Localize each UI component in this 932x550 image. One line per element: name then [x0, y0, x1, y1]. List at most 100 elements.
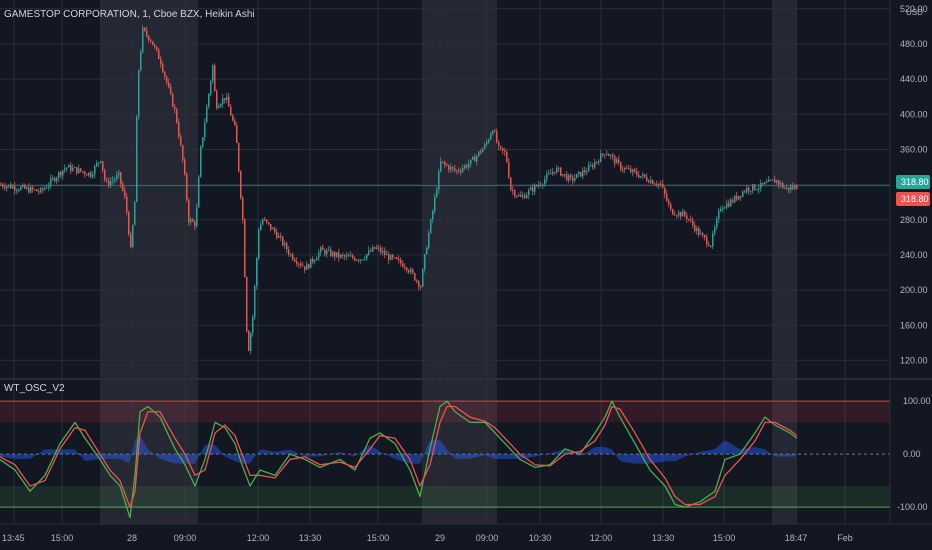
candle-body [626, 167, 628, 169]
candle-body [328, 249, 330, 251]
candle-body [186, 174, 188, 200]
candle-body [762, 182, 764, 185]
time-tick-label: 12:00 [590, 533, 613, 543]
candle-body [422, 269, 424, 287]
candle-body [612, 155, 614, 157]
candle-body [640, 175, 642, 178]
candle-body [570, 175, 572, 178]
candle-body [366, 254, 368, 259]
candle-body [630, 168, 632, 173]
candle-body [292, 254, 294, 260]
candle-body [52, 178, 54, 180]
candle-body [90, 172, 92, 177]
candle-body [596, 161, 598, 163]
price-axis-currency: USD [906, 8, 923, 17]
candle-body [696, 228, 698, 231]
candle-body [582, 170, 584, 177]
oscillator-axis-ticks[interactable]: 100.00 0.00 -100.00 [897, 396, 931, 512]
candle-body [204, 122, 206, 138]
candle-body [400, 259, 402, 264]
candle-body [210, 81, 212, 94]
candle-body [222, 98, 224, 104]
candle-body [402, 263, 404, 267]
candle-body [118, 172, 120, 176]
candle-body [102, 161, 104, 171]
candle-body [572, 177, 574, 181]
candle-body [684, 211, 686, 216]
candle-body [26, 187, 28, 189]
candle-body [148, 35, 150, 41]
candle-body [368, 250, 370, 255]
candle-body [484, 144, 486, 149]
candle-body [108, 181, 110, 186]
candle-body [112, 180, 114, 182]
price-tick-label: 280.00 [900, 215, 928, 225]
price-tick-label: 520.00 [900, 4, 928, 14]
candle-body [466, 165, 468, 168]
oscillator-lines[interactable] [0, 400, 798, 519]
candle-body [536, 185, 538, 187]
candle-body [314, 260, 316, 262]
candle-body [192, 219, 194, 222]
candle-body [136, 116, 138, 202]
candle-body [38, 191, 40, 193]
candle-body [742, 191, 744, 197]
time-axis-ticks[interactable]: 13:45 15:00 28 09:00 12:00 13:30 15:00 29 09:00 1… [2, 533, 853, 543]
candle-body [86, 174, 88, 176]
candle-body [14, 186, 16, 191]
wt1-line [0, 400, 798, 519]
candle-body [518, 194, 520, 197]
candle-body [456, 170, 458, 172]
candle-body [522, 195, 524, 197]
candle-body [8, 184, 10, 187]
candle-body [620, 162, 622, 170]
candle-body [154, 45, 156, 47]
candle-body [28, 187, 30, 193]
candle-body [780, 183, 782, 185]
candle-body [240, 171, 242, 198]
candle-body [794, 185, 796, 189]
candle-body [30, 187, 32, 193]
candle-body [750, 191, 752, 193]
candle-body [458, 170, 460, 172]
candle-body [220, 103, 222, 107]
candle-body [178, 122, 180, 137]
candle-body [338, 252, 340, 258]
candle-body [138, 70, 140, 117]
candle-body [562, 174, 564, 176]
candle-body [180, 136, 182, 146]
candle-body [576, 173, 578, 179]
candle-body [170, 86, 172, 94]
candle-body [674, 214, 676, 216]
candle-body [158, 49, 160, 60]
candle-body [44, 188, 46, 190]
candle-body [290, 254, 292, 256]
candle-body [432, 210, 434, 220]
chart-title[interactable]: GAMESTOP CORPORATION, 1, Cboe BZX, Heiki… [4, 9, 255, 20]
price-tick-label: 360.00 [900, 144, 928, 154]
candle-body [586, 171, 588, 173]
candle-body [298, 263, 300, 265]
price-tick-label: 400.00 [900, 109, 928, 119]
candle-body [444, 162, 446, 165]
candle-body [524, 195, 526, 199]
candle-body [670, 204, 672, 210]
candle-body [752, 184, 754, 192]
candle-body [558, 167, 560, 169]
svg-text:318.80: 318.80 [901, 194, 929, 204]
candle-body [160, 59, 162, 65]
indicator-title[interactable]: WT_OSC_V2 [4, 383, 65, 394]
price-candles[interactable] [0, 25, 798, 355]
candle-body [754, 184, 756, 190]
candle-body [0, 184, 2, 186]
osc-tick-label: 0.00 [903, 449, 921, 459]
price-tick-label: 200.00 [900, 285, 928, 295]
candle-body [792, 186, 794, 189]
candle-body [768, 179, 770, 183]
candle-body [380, 247, 382, 253]
candle-body [254, 285, 256, 317]
candle-body [244, 219, 246, 278]
candle-body [276, 231, 278, 238]
svg-text:318.80: 318.80 [901, 177, 929, 187]
